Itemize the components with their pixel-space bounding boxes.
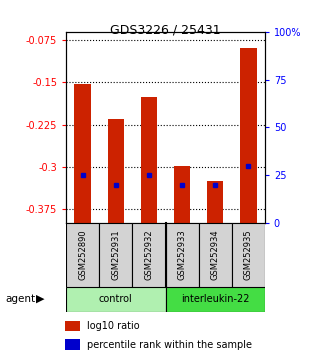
Text: GSM252932: GSM252932 xyxy=(144,229,154,280)
Bar xyxy=(99,223,132,287)
Bar xyxy=(132,223,166,287)
Bar xyxy=(141,97,157,223)
Text: GSM252935: GSM252935 xyxy=(244,229,253,280)
Bar xyxy=(66,287,166,312)
Bar xyxy=(74,84,91,223)
Text: GSM252890: GSM252890 xyxy=(78,229,87,280)
Bar xyxy=(174,166,190,223)
Bar xyxy=(207,181,223,223)
Text: ▶: ▶ xyxy=(35,294,44,304)
Bar xyxy=(240,47,257,223)
Text: GSM252934: GSM252934 xyxy=(211,229,220,280)
Text: interleukin-22: interleukin-22 xyxy=(181,294,249,304)
Text: GDS3226 / 25431: GDS3226 / 25431 xyxy=(110,23,221,36)
Text: GSM252933: GSM252933 xyxy=(177,229,187,280)
Bar xyxy=(199,223,232,287)
Text: log10 ratio: log10 ratio xyxy=(87,321,139,331)
Bar xyxy=(66,223,99,287)
Bar xyxy=(65,320,80,331)
Bar xyxy=(166,287,265,312)
Text: agent: agent xyxy=(5,294,35,304)
Bar xyxy=(108,119,124,223)
Text: GSM252931: GSM252931 xyxy=(111,229,120,280)
Bar xyxy=(166,223,199,287)
Bar xyxy=(65,339,80,350)
Text: control: control xyxy=(99,294,133,304)
Bar xyxy=(232,223,265,287)
Text: percentile rank within the sample: percentile rank within the sample xyxy=(87,339,252,350)
